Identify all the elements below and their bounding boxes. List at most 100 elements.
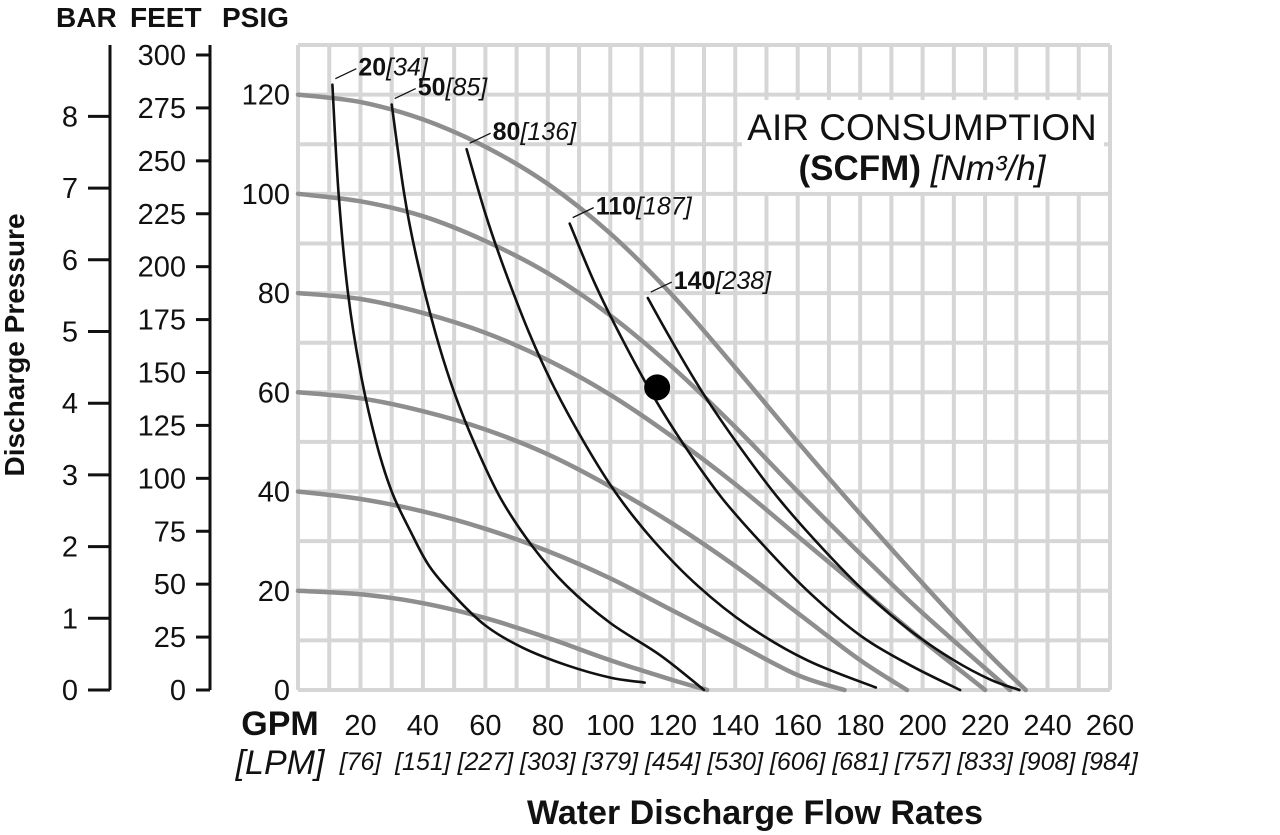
psig-tick-label: 20 bbox=[258, 576, 290, 608]
air-curve-label-leader bbox=[650, 281, 673, 293]
lpm-tick-label: [984] bbox=[1081, 748, 1139, 776]
feet-tick-label: 125 bbox=[138, 410, 186, 442]
lpm-tick-label: [76] bbox=[339, 748, 383, 776]
air-curve-label-scfm: 110 bbox=[596, 193, 636, 221]
lpm-tick-label: [908] bbox=[1019, 748, 1077, 776]
feet-tick-label: 25 bbox=[154, 622, 186, 654]
bar-tick-label: 4 bbox=[62, 388, 78, 420]
bar-tick-label: 7 bbox=[62, 173, 78, 205]
air-curve-80-scfm bbox=[465, 147, 878, 689]
psig-header: PSIG bbox=[222, 2, 289, 33]
feet-axis-ticks: 0 25 50 75 100 125 150 175 200 225 250 275 300 bbox=[138, 40, 210, 707]
air-curve-20-scfm bbox=[331, 83, 646, 684]
feet-tick-label: 250 bbox=[138, 146, 186, 178]
gpm-tick-label: 240 bbox=[1023, 710, 1071, 742]
air-curve-label-80: 80[136] bbox=[493, 118, 577, 146]
lpm-tick-label: [379] bbox=[582, 748, 640, 776]
air-curve-50-scfm bbox=[390, 103, 706, 692]
gpm-tick-label: 260 bbox=[1086, 710, 1134, 742]
lpm-unit-label: [LPM] bbox=[235, 744, 326, 782]
feet-tick-label: 200 bbox=[138, 252, 186, 284]
gpm-tick-label: 140 bbox=[711, 710, 759, 742]
gpm-tick-label: 60 bbox=[469, 710, 501, 742]
legend-units-bold: (SCFM) bbox=[799, 149, 921, 188]
air-curve-label-leader bbox=[572, 207, 594, 219]
air-curve-label-nm3h: [187] bbox=[635, 193, 693, 221]
gpm-tick-label: 160 bbox=[773, 710, 821, 742]
bar-tick-label: 2 bbox=[62, 532, 78, 564]
psig-tick-label: 120 bbox=[242, 80, 290, 112]
pressure-curve-100-psig bbox=[295, 191, 1013, 693]
gpm-tick-label: 100 bbox=[586, 710, 634, 742]
bar-tick-label: 5 bbox=[62, 317, 78, 349]
feet-tick-label: 175 bbox=[138, 305, 186, 337]
bar-tick-label: 6 bbox=[62, 245, 78, 277]
gpm-tick-label: 120 bbox=[649, 710, 697, 742]
air-curve-label-140: 140[238] bbox=[674, 267, 772, 295]
y-axis-title: Discharge Pressure bbox=[0, 213, 30, 476]
air-curve-label-scfm: 20 bbox=[358, 54, 386, 82]
x-axis-ticks: 20 [76] 40 [151] 60 [227] 80 [303] 100 [379] 120 [4… bbox=[339, 710, 1139, 776]
lpm-tick-label: [757] bbox=[894, 748, 952, 776]
feet-tick-label: 150 bbox=[138, 358, 186, 390]
legend: AIR CONSUMPTION (SCFM) [Nm³/h] bbox=[742, 100, 1104, 192]
air-curve-label-nm3h: [85] bbox=[445, 74, 489, 102]
air-curve-label-50: 50[85] bbox=[418, 74, 489, 102]
psig-tick-label: 60 bbox=[258, 377, 290, 409]
legend-units-italic: [Nm³/h] bbox=[930, 149, 1047, 188]
lpm-tick-label: [530] bbox=[706, 748, 764, 776]
pressure-curve-120-psig bbox=[295, 92, 1028, 693]
gpm-unit-label: GPM bbox=[241, 705, 318, 743]
feet-tick-label: 75 bbox=[154, 516, 186, 548]
air-curve-label-20: 20[34] bbox=[358, 54, 429, 82]
bar-tick-label: 8 bbox=[62, 101, 78, 133]
pressure-curve-40-psig bbox=[295, 489, 847, 693]
lpm-tick-label: [303] bbox=[519, 748, 577, 776]
air-curve-label-scfm: 80 bbox=[493, 118, 521, 146]
gpm-tick-label: 40 bbox=[407, 710, 439, 742]
feet-tick-label: 275 bbox=[138, 93, 186, 125]
air-curve-label-nm3h: [34] bbox=[385, 54, 429, 82]
legend-background bbox=[742, 100, 1104, 192]
legend-units: (SCFM) [Nm³/h] bbox=[799, 149, 1047, 188]
psig-axis-ticks: 0 20 40 60 80 100 120 bbox=[242, 80, 290, 707]
operating-point bbox=[644, 374, 671, 401]
air-consumption-curves bbox=[331, 83, 1021, 692]
gpm-tick-label: 220 bbox=[961, 710, 1009, 742]
operating-point-marker bbox=[644, 374, 671, 401]
lpm-tick-label: [681] bbox=[831, 748, 889, 776]
air-curve-label-leader bbox=[335, 68, 357, 80]
feet-tick-label: 225 bbox=[138, 199, 186, 231]
air-curve-label-nm3h: [238] bbox=[715, 267, 773, 295]
gpm-tick-label: 200 bbox=[898, 710, 946, 742]
psig-tick-label: 0 bbox=[274, 675, 290, 707]
air-curve-label-leader bbox=[469, 132, 491, 144]
x-axis-title: Water Discharge Flow Rates bbox=[527, 794, 983, 832]
lpm-tick-label: [151] bbox=[394, 748, 452, 776]
bar-axis-ticks: 0 1 2 3 4 5 6 7 8 bbox=[62, 101, 110, 707]
lpm-tick-label: [454] bbox=[644, 748, 702, 776]
psig-tick-label: 80 bbox=[258, 278, 290, 310]
feet-tick-label: 100 bbox=[138, 463, 186, 495]
air-curve-140-scfm bbox=[646, 296, 1021, 692]
pressure-curve-20-psig bbox=[295, 588, 710, 693]
feet-tick-label: 0 bbox=[170, 675, 186, 707]
lpm-tick-label: [606] bbox=[769, 748, 827, 776]
air-curve-labels: 20[34]50[85]80[136] 110[187] 140[238] bbox=[335, 54, 772, 295]
lpm-tick-label: [833] bbox=[956, 748, 1014, 776]
feet-tick-label: 300 bbox=[138, 40, 186, 72]
bar-tick-label: 3 bbox=[62, 460, 78, 492]
legend-title: AIR CONSUMPTION bbox=[747, 107, 1096, 148]
gpm-tick-label: 20 bbox=[344, 710, 376, 742]
gpm-tick-label: 80 bbox=[532, 710, 564, 742]
bar-header: BAR bbox=[56, 2, 117, 33]
feet-tick-label: 50 bbox=[154, 569, 186, 601]
air-curve-label-scfm: 50 bbox=[418, 74, 446, 102]
bar-tick-label: 0 bbox=[62, 675, 78, 707]
gpm-tick-label: 180 bbox=[836, 710, 884, 742]
psig-tick-label: 40 bbox=[258, 477, 290, 509]
feet-header: FEET bbox=[130, 2, 202, 33]
psig-tick-label: 100 bbox=[242, 179, 290, 211]
air-curve-label-110: 110[187] bbox=[596, 193, 693, 221]
